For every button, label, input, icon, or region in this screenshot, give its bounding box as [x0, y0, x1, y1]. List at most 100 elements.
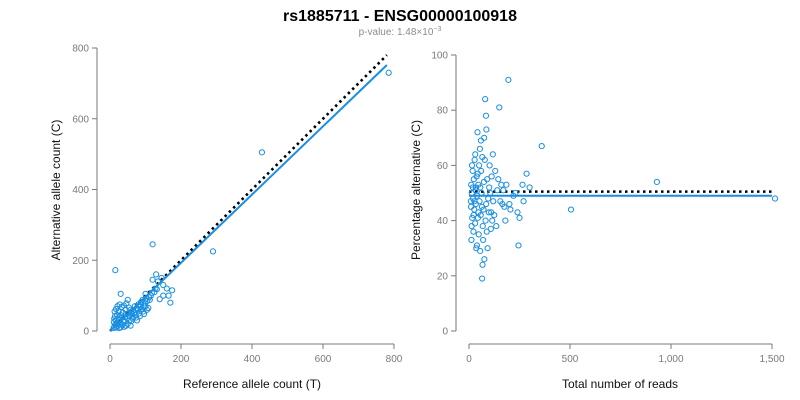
right-data-point	[495, 176, 502, 183]
left-data-point	[111, 313, 119, 320]
right-data-point	[484, 245, 491, 252]
right-data-point	[482, 112, 490, 119]
right-data-point	[514, 209, 521, 216]
right-data-point	[490, 198, 497, 205]
right-y-axis-label: Percentage alternative (C)	[409, 120, 423, 260]
right-data-point	[503, 181, 510, 188]
right-y-tick-label: 80	[437, 106, 449, 117]
right-x-ticks: 0 500 1,000 1,500	[466, 344, 785, 365]
left-data-point	[111, 315, 118, 322]
right-data-point	[520, 198, 527, 205]
right-data-point	[480, 236, 487, 244]
right-data-point	[478, 203, 486, 210]
left-data-point	[115, 325, 122, 332]
left-data-point	[153, 271, 160, 278]
right-x-tick-label: 0	[466, 354, 472, 365]
left-data-point	[160, 292, 167, 299]
right-y-tick-label: 20	[437, 271, 449, 282]
left-data-point	[385, 69, 392, 76]
right-data-point	[483, 228, 490, 235]
left-y-tick-label: 200	[72, 256, 89, 267]
right-data-point	[486, 162, 493, 169]
right-data-point	[526, 184, 533, 191]
left-data-point	[137, 307, 144, 314]
left-data-point	[142, 290, 149, 297]
right-data-point	[567, 206, 575, 213]
right-data-point	[485, 195, 492, 202]
right-y-tick-label: 100	[431, 51, 448, 62]
right-data-point	[483, 126, 490, 133]
right-data-point	[506, 200, 513, 208]
right-data-point	[478, 189, 485, 197]
right-data-point	[472, 184, 480, 191]
left-data-point	[145, 304, 152, 312]
right-data-point	[470, 176, 477, 183]
right-data-point	[494, 187, 501, 194]
left-data-point	[169, 287, 176, 294]
right-data-point	[471, 156, 478, 163]
left-x-tick-label: 800	[386, 354, 403, 365]
right-data-point	[479, 275, 486, 282]
right-data-point	[483, 200, 490, 208]
right-data-point	[481, 256, 488, 263]
right-data-point	[653, 178, 660, 186]
right-data-point	[468, 181, 475, 188]
right-data-point	[488, 173, 495, 180]
right-y-ticks: 0 20 40 60 80 100	[431, 51, 456, 338]
chart-title: rs1885711 - ENSG00000100918	[283, 8, 517, 25]
left-x-tick-label: 400	[244, 354, 261, 365]
left-x-tick-label: 600	[315, 354, 332, 365]
left-data-point	[148, 289, 155, 296]
left-data-point	[209, 248, 217, 255]
right-data-point	[489, 151, 496, 158]
p-value-text: p-value: 1.48×10	[359, 27, 434, 38]
right-data-point	[479, 223, 486, 230]
right-data-point	[475, 231, 482, 238]
right-data-point	[487, 225, 494, 232]
right-data-point	[512, 189, 519, 197]
right-data-point	[468, 162, 476, 169]
left-x-tick-label: 200	[173, 354, 190, 365]
left-data-point	[113, 324, 120, 331]
left-data-point	[160, 281, 167, 289]
left-y-ticks: 0 200 400 600 800	[72, 44, 97, 338]
right-data-point	[771, 195, 779, 202]
right-data-point	[485, 209, 492, 216]
left-y-tick-label: 0	[83, 327, 89, 338]
right-data-point	[481, 134, 488, 141]
right-data-point	[515, 242, 522, 249]
right-data-point	[497, 198, 504, 205]
right-data-point	[505, 76, 512, 83]
left-data-point	[127, 322, 134, 329]
right-x-axis-label: Total number of reads	[562, 377, 678, 391]
right-data-point	[474, 170, 481, 177]
right-data-point	[496, 104, 503, 111]
right-data-point	[469, 167, 476, 175]
right-data-point	[467, 203, 475, 210]
right-data-point	[482, 217, 489, 224]
percentage-panel: 0 20 40 60 80 100 0 500 1,000 1,500 Total number…	[409, 51, 785, 392]
left-x-ticks: 0 200 400 600 800	[107, 344, 403, 365]
left-data-point	[163, 285, 170, 292]
left-data-point	[145, 294, 153, 301]
right-data-point	[498, 181, 505, 188]
left-data-point	[126, 304, 133, 311]
allele-count-panel: 0 200 400 600 800 0 200 400 600 800 Reference al…	[49, 44, 403, 392]
right-data-point	[471, 198, 478, 205]
left-y-tick-label: 400	[72, 185, 89, 196]
left-x-tick-label: 0	[107, 354, 113, 365]
left-y-axis-label: Alternative allele count (C)	[49, 120, 63, 261]
right-data-point	[472, 151, 479, 158]
right-data-point	[491, 211, 498, 219]
right-lines	[469, 190, 772, 197]
left-data-point	[133, 314, 140, 321]
right-data-point	[476, 162, 483, 169]
left-data-point	[167, 299, 174, 306]
right-data-point	[500, 187, 507, 194]
right-data-point	[468, 223, 475, 230]
left-y-tick-label: 800	[72, 44, 89, 55]
left-data-point	[124, 296, 131, 303]
left-data-point	[149, 276, 156, 283]
